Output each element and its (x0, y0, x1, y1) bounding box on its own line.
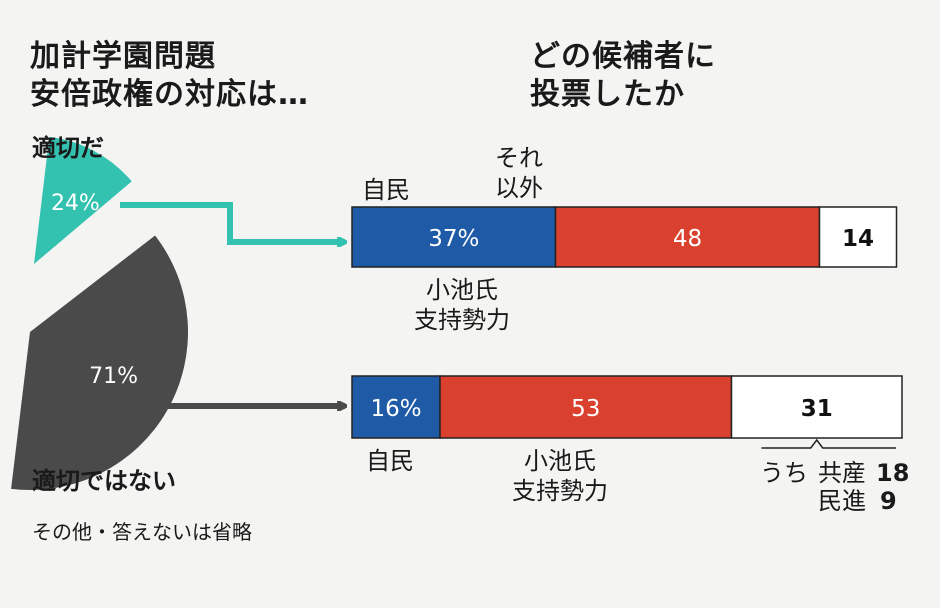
series-label-ldp-bottom: 自民 (366, 447, 414, 475)
bar-value-label-row0-series0: 37% (428, 226, 479, 252)
bar-segment-row1-series0 (351, 375, 441, 439)
breakdown-bracket (761, 438, 896, 449)
breakdown-party-jcp: 共産 (818, 459, 866, 487)
right-title: どの候補者に 投票したか (530, 39, 716, 112)
breakdown-value-jcp: 18 (876, 459, 910, 487)
pie-label-appropriate: 適切だ (32, 134, 104, 162)
bar-value-label-row1-series1: 53 (571, 396, 600, 422)
bar-segment-row0-series0 (351, 206, 557, 268)
pie-chart: 24% 71% (11, 136, 345, 490)
pie-slice-1 (11, 235, 189, 490)
series-label-koike-top: 小池氏 支持勢力 (414, 276, 510, 334)
bar-segment-row1-series2 (730, 375, 903, 439)
series-label-koike-bottom: 小池氏 支持勢力 (512, 447, 608, 505)
arrow-appropriate (120, 202, 345, 242)
bar-value-label-row1-series0: 16% (370, 396, 421, 422)
pie-label-not-appropriate: 適切ではない (32, 467, 176, 495)
series-label-ldp-top: 自民 (362, 176, 410, 204)
breakdown-value-dp: 9 (880, 487, 897, 515)
footnote: その他・答えないは省略 (32, 520, 252, 544)
pie-value-label-0: 24% (51, 191, 100, 216)
bar-segment-row1-series1 (439, 375, 733, 439)
series-label-other: それ 以外 (495, 144, 543, 202)
pie-slice-0 (34, 136, 132, 264)
bar-segment-row0-series2 (818, 206, 898, 268)
bar-value-label-row1-series2: 31 (801, 396, 833, 422)
bar-value-label-row0-series1: 48 (673, 226, 702, 252)
stacked-bar-chart: 37% 48 14 16% 53 31 (351, 206, 903, 449)
pie-value-label-1: 71% (89, 364, 138, 389)
breakdown-prefix: うち (760, 459, 808, 487)
bar-value-label-row0-series2: 14 (842, 226, 874, 252)
left-title: 加計学園問題 安倍政権の対応は… (30, 39, 309, 112)
breakdown-party-dp: 民進 (818, 487, 866, 515)
